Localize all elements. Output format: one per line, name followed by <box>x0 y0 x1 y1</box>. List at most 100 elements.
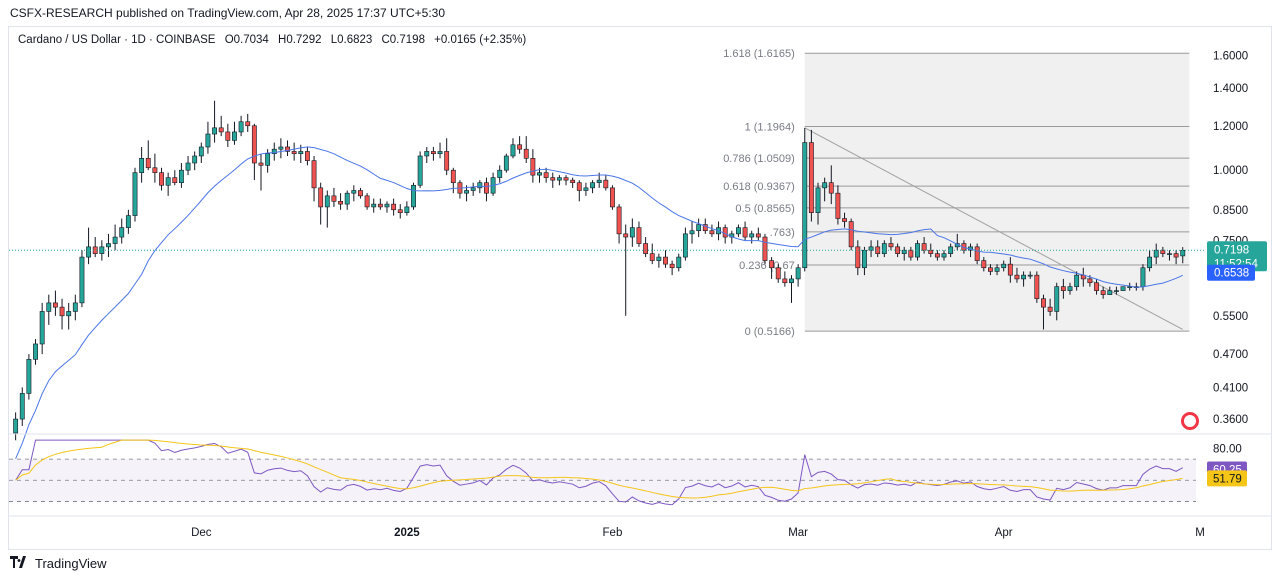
candle <box>358 187 363 199</box>
candle-body-down <box>722 227 728 238</box>
candle <box>192 151 198 171</box>
candle-body-up <box>198 146 204 157</box>
candle-body-down <box>59 306 65 317</box>
candle-body-up <box>278 146 284 150</box>
candle <box>855 240 861 276</box>
candle <box>86 227 91 265</box>
candle <box>1060 278 1066 299</box>
candle-body-down <box>888 243 894 248</box>
candle <box>789 275 794 303</box>
candle-body-down <box>1014 274 1020 280</box>
candle-body-up <box>590 182 595 189</box>
indicator-flag-icon <box>1179 410 1201 432</box>
candle <box>775 264 781 283</box>
last-price-badge <box>1207 241 1267 272</box>
candle <box>656 253 662 268</box>
moving-average-line <box>15 146 1183 459</box>
candle <box>99 240 105 261</box>
fib-level-label: 0.618 (0.9367) <box>723 181 795 193</box>
candle-body-up <box>868 246 874 251</box>
candle-body-up <box>139 158 145 173</box>
candle-body-up <box>437 151 443 155</box>
candle-body-down <box>1094 282 1099 291</box>
publisher-line: CSFX-RESEARCH published on TradingView.c… <box>10 6 446 20</box>
candle-body-down <box>1100 290 1106 295</box>
candle-body-up <box>795 267 801 280</box>
candle <box>1047 298 1053 316</box>
candle-body-down <box>848 221 854 248</box>
candle <box>185 155 191 176</box>
candle-body-up <box>351 190 357 194</box>
candle <box>19 387 25 426</box>
candle-body-down <box>742 227 748 238</box>
candle-body-up <box>66 311 72 317</box>
candle <box>1034 271 1040 303</box>
candle-body-down <box>331 195 337 202</box>
candle-body-down <box>1060 286 1066 291</box>
candle-body-up <box>676 256 682 269</box>
candle-body-up <box>106 243 111 248</box>
candle <box>139 146 145 183</box>
candle-body-down <box>523 148 529 159</box>
candle-body-up <box>1180 249 1186 257</box>
candle-body-down <box>603 179 609 189</box>
candle-body-up <box>941 253 947 258</box>
candle <box>868 240 874 258</box>
candle-body-up <box>682 233 688 258</box>
candle <box>981 257 987 272</box>
candle-body-down <box>311 160 317 189</box>
candle <box>212 100 217 143</box>
footer-brand[interactable]: TradingView <box>10 556 107 571</box>
candle <box>629 218 635 247</box>
time-axis-label: Dec <box>191 527 212 539</box>
footer-brand-label: TradingView <box>35 556 107 571</box>
candle <box>1007 257 1013 283</box>
candle <box>92 237 98 258</box>
candle-body-down <box>855 246 861 269</box>
candle-body-up <box>1054 286 1060 312</box>
candle-body-up <box>132 172 138 216</box>
candle-body-up <box>26 359 32 394</box>
candle <box>178 162 184 188</box>
candle <box>457 180 463 199</box>
candle-body-up <box>596 179 602 183</box>
candle-body-down <box>663 256 668 265</box>
candle <box>1147 250 1153 272</box>
candle-body-down <box>934 253 940 258</box>
candle <box>762 233 768 265</box>
candle <box>848 218 854 251</box>
candle <box>1120 286 1126 291</box>
candle <box>523 136 529 163</box>
candle <box>616 204 622 244</box>
candle <box>172 170 178 186</box>
candle-body-up <box>19 393 25 420</box>
candle <box>251 123 257 181</box>
legend-low: L0.6823 <box>330 34 373 46</box>
candle-body-up <box>477 182 483 189</box>
candle-body-up <box>689 230 695 235</box>
candle-body-down <box>769 260 775 269</box>
candle <box>52 290 58 316</box>
candle <box>318 182 324 225</box>
candle-body-down <box>444 151 450 171</box>
fib-level-label: 0 (0.5166) <box>745 326 795 338</box>
candle <box>543 167 549 183</box>
candle-body-up <box>1001 263 1007 269</box>
candle-body-down <box>291 151 297 155</box>
symbol-legend: Cardano / US Dollar · 1D · COINBASE O0.7… <box>18 34 532 46</box>
candle-body-down <box>1041 298 1046 308</box>
candle-body-down <box>304 151 310 161</box>
time-axis-label: 2025 <box>394 527 420 539</box>
candle-body-up <box>696 224 702 232</box>
candle-body-down <box>338 201 343 205</box>
candle <box>417 151 423 188</box>
candle-body-down <box>172 177 178 183</box>
candle-body-down <box>1047 306 1053 312</box>
candle <box>165 172 171 196</box>
candle-body-up <box>556 177 562 181</box>
candle <box>682 227 688 261</box>
candle <box>1014 267 1020 283</box>
candle <box>331 187 337 207</box>
candle-body-down <box>702 224 708 232</box>
